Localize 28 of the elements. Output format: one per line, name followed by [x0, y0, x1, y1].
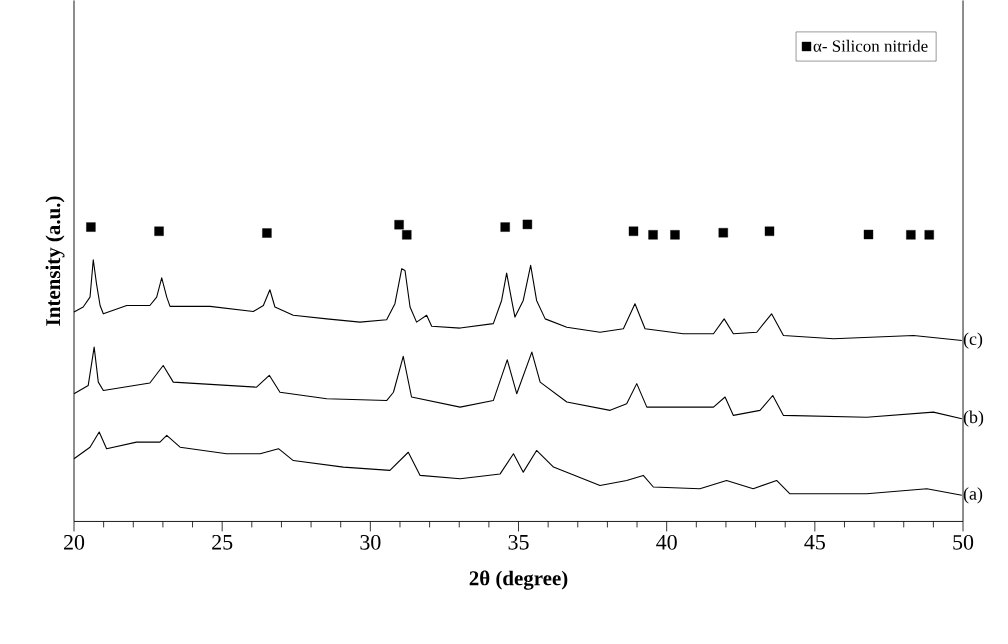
point — [718, 227, 728, 238]
point — [628, 226, 639, 236]
point — [906, 229, 916, 240]
series-label: (c) — [963, 332, 983, 349]
x-tick-label: 40 — [656, 534, 677, 550]
x-tick-label: 50 — [953, 534, 974, 550]
point — [86, 222, 96, 232]
series-label: (a) — [963, 486, 983, 504]
x-tick-label: 45 — [804, 534, 825, 550]
point — [394, 219, 404, 230]
point — [500, 222, 510, 232]
point — [670, 229, 680, 240]
point — [924, 229, 934, 240]
x-tick-label: 35 — [508, 534, 529, 550]
x-tick-label: 30 — [360, 534, 381, 550]
point — [402, 229, 412, 240]
legend-label: α- Silicon nitride — [813, 39, 928, 52]
x-tick-label: 20 — [64, 534, 85, 550]
series-label: (b) — [963, 410, 984, 427]
point — [863, 229, 874, 239]
point — [154, 226, 164, 236]
point — [262, 228, 272, 238]
x-axis-title: 2θ (degree) — [469, 570, 568, 590]
y-axis-title: Intensity (a.u.) — [45, 196, 65, 326]
x-tick-label: 25 — [212, 534, 233, 550]
point — [648, 229, 658, 240]
point — [764, 226, 775, 236]
point — [522, 219, 533, 229]
